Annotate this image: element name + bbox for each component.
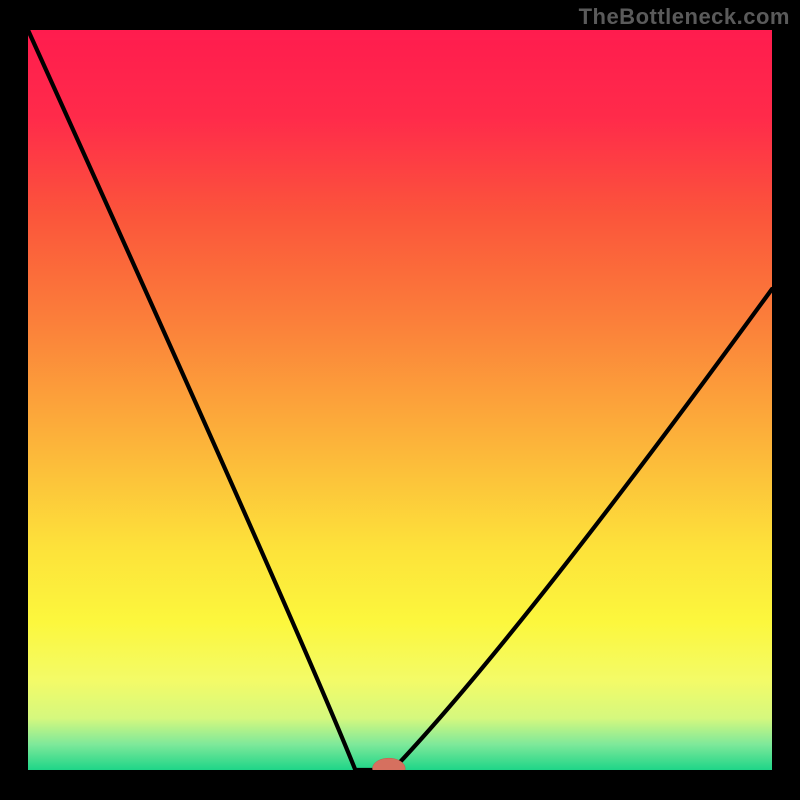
bottleneck-chart xyxy=(28,30,772,770)
watermark-text: TheBottleneck.com xyxy=(579,4,790,30)
plot-background xyxy=(28,30,772,770)
chart-root: TheBottleneck.com xyxy=(0,0,800,800)
